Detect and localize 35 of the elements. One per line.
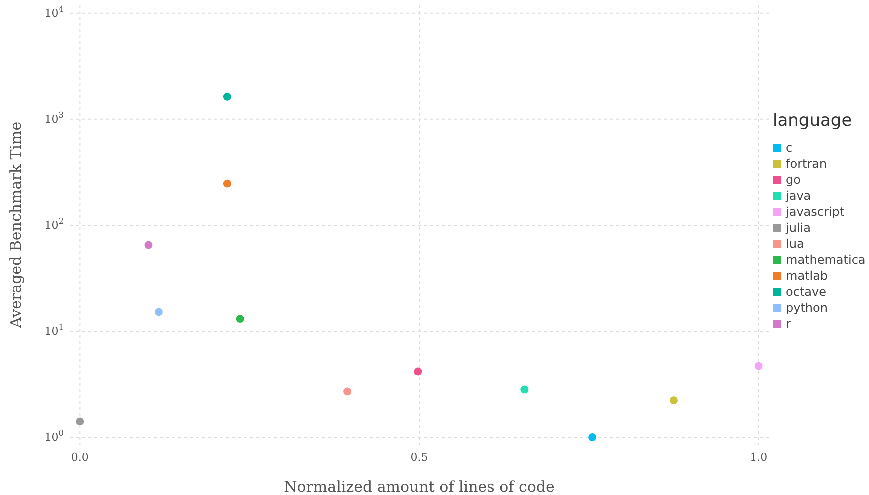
point [344,388,352,396]
x-axis-title: Normalized amount of lines of code [284,478,555,495]
point [588,434,597,442]
legend-label: fortran [786,157,828,171]
point [754,362,763,370]
point [236,315,244,324]
legend-label: javascript [785,205,845,219]
legend-label: java [785,189,812,203]
y-tick-label: 10$^{4}$ [44,4,64,20]
point [144,241,153,250]
legend-label: c [786,141,793,155]
legend-label: r [786,317,791,331]
legend-label: octave [786,285,826,299]
point [414,368,422,376]
legend-label: python [786,301,828,315]
x-tick-label: 1.0 [750,450,768,464]
legend-label: julia [785,221,811,235]
point [223,92,232,101]
y-tick-label: 10$^{1}$ [44,322,64,338]
legend-label: matlab [786,269,828,283]
point [154,308,163,316]
point [76,418,84,426]
y-tick-label: 10$^{3}$ [44,110,64,126]
y-axis-title: Averaged Benchmark Time [7,122,25,330]
point [670,396,678,405]
point [520,386,529,394]
y-tick-label: 10$^{0}$ [44,428,64,444]
legend-label: mathematica [786,253,866,267]
legend-title: language [773,111,852,131]
legend-label: go [786,173,801,187]
x-tick-label: 0.0 [71,450,89,464]
y-tick-label: 10$^{2}$ [44,216,64,232]
x-tick-label: 0.5 [410,450,428,464]
point [223,180,232,188]
legend-label: lua [786,237,804,251]
